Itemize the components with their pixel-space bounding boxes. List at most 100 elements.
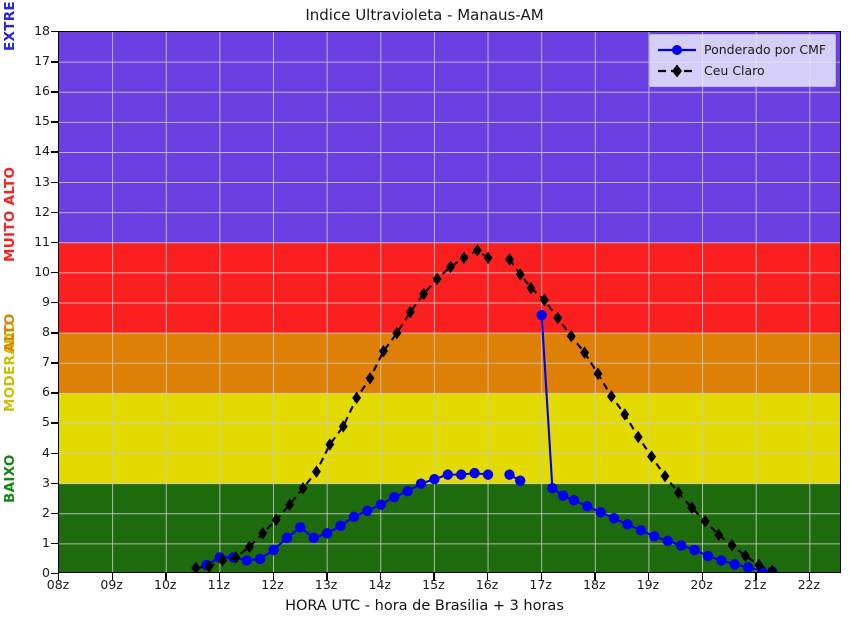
y-tick-label: 2 [42, 504, 50, 520]
legend-item-ponderado[interactable]: Ponderado por CMF [656, 39, 829, 60]
data-point-marker [727, 539, 737, 552]
data-point-marker [191, 561, 201, 572]
x-tick-label: 20z [690, 577, 713, 592]
data-point-marker [281, 532, 293, 544]
x-tick-mark [326, 573, 328, 580]
data-point-marker [662, 535, 673, 547]
data-point-marker [553, 311, 563, 325]
y-tick-label: 18 [34, 23, 50, 38]
y-tick-mark [51, 31, 58, 33]
data-point-marker [702, 550, 714, 562]
x-tick-mark [165, 573, 167, 580]
data-point-marker [582, 501, 593, 512]
y-tick-label: 15 [34, 113, 50, 129]
legend-sample-line-blue [658, 44, 696, 55]
y-tick-mark [51, 362, 58, 364]
y-tick-mark [51, 271, 58, 274]
data-point-marker [660, 469, 670, 483]
x-tick-label: 12z [261, 577, 284, 592]
data-point-marker [254, 553, 266, 565]
risk-category-text: EXTREMO [2, 0, 18, 51]
data-point-marker [580, 346, 590, 359]
series-path [205, 472, 489, 566]
risk-category-label-alto: ALTO [0, 313, 20, 392]
y-tick-label: 5 [42, 414, 50, 430]
y-tick-label: 11 [34, 233, 50, 249]
risk-category-text: ALTO [2, 313, 18, 353]
data-point-marker [204, 560, 214, 572]
data-point-marker [622, 519, 633, 530]
data-point-marker [547, 482, 558, 494]
x-tick-mark [433, 573, 435, 580]
x-tick-mark [379, 573, 382, 580]
data-point-marker [608, 513, 620, 524]
risk-band-moderado [59, 393, 840, 484]
chart-legend: Ponderado por CMF Ceu Claro [649, 34, 836, 87]
data-point-marker [675, 540, 687, 551]
y-tick-mark [51, 542, 58, 545]
data-point-marker [767, 564, 777, 572]
y-tick-mark [51, 181, 58, 183]
data-point-marker [469, 467, 480, 479]
y-tick-mark [51, 452, 58, 454]
data-point-marker [402, 485, 413, 497]
series-paths [191, 244, 778, 572]
x-tick-label: 14z [368, 577, 391, 592]
x-tick-label: 21z [743, 577, 767, 592]
data-point-marker [365, 372, 375, 385]
x-tick-mark [540, 573, 543, 580]
data-point-marker [335, 520, 346, 532]
data-point-marker [593, 367, 603, 380]
data-point-marker [482, 469, 494, 480]
data-point-marker [526, 281, 536, 295]
data-point-marker [716, 555, 727, 566]
x-tick-mark [755, 573, 757, 580]
x-tick-mark [111, 573, 114, 580]
data-point-marker [295, 522, 306, 533]
data-point-marker [348, 511, 360, 522]
data-point-marker [754, 558, 764, 572]
data-point-marker [378, 344, 388, 358]
y-tick-label: 17 [34, 53, 50, 69]
data-point-marker [472, 244, 482, 257]
risk-category-label-extremo: EXTREMO [0, 0, 20, 242]
x-tick-mark [487, 573, 489, 580]
y-tick-label: 0 [42, 565, 50, 580]
y-tick-mark [51, 482, 58, 485]
data-point-marker [689, 544, 700, 556]
data-point-marker [362, 505, 373, 516]
x-tick-mark [272, 573, 274, 580]
data-point-marker [308, 532, 319, 544]
data-point-marker [742, 562, 754, 572]
data-point-marker [687, 501, 697, 514]
y-tick-mark [51, 422, 58, 424]
series-ceu-claro [191, 244, 777, 572]
y-tick-label: 12 [34, 203, 50, 219]
y-tick-label: 10 [34, 263, 50, 279]
legend-sample-line-black [658, 64, 696, 77]
data-point-marker [620, 408, 630, 421]
data-point-marker [258, 527, 268, 540]
plot-area [58, 31, 841, 573]
legend-label-ceu-claro: Ceu Claro [704, 63, 765, 78]
data-point-marker [539, 293, 549, 307]
data-point-marker [515, 475, 526, 486]
legend-item-ceu-claro[interactable]: Ceu Claro [656, 60, 829, 81]
data-point-marker [268, 544, 279, 556]
x-tick-mark [701, 573, 703, 580]
data-point-marker [375, 499, 386, 510]
data-point-marker [432, 272, 442, 286]
x-tick-mark [808, 573, 811, 580]
data-point-marker [311, 465, 321, 478]
y-tick-mark [51, 151, 58, 153]
data-point-marker [429, 473, 440, 485]
data-point-marker [405, 305, 415, 319]
y-tick-label: 13 [34, 173, 50, 189]
data-point-marker [244, 540, 254, 554]
data-point-marker [388, 492, 400, 503]
y-tick-mark [51, 91, 58, 93]
data-point-marker [338, 420, 348, 433]
risk-category-label-baixo: BAIXO [0, 454, 20, 573]
